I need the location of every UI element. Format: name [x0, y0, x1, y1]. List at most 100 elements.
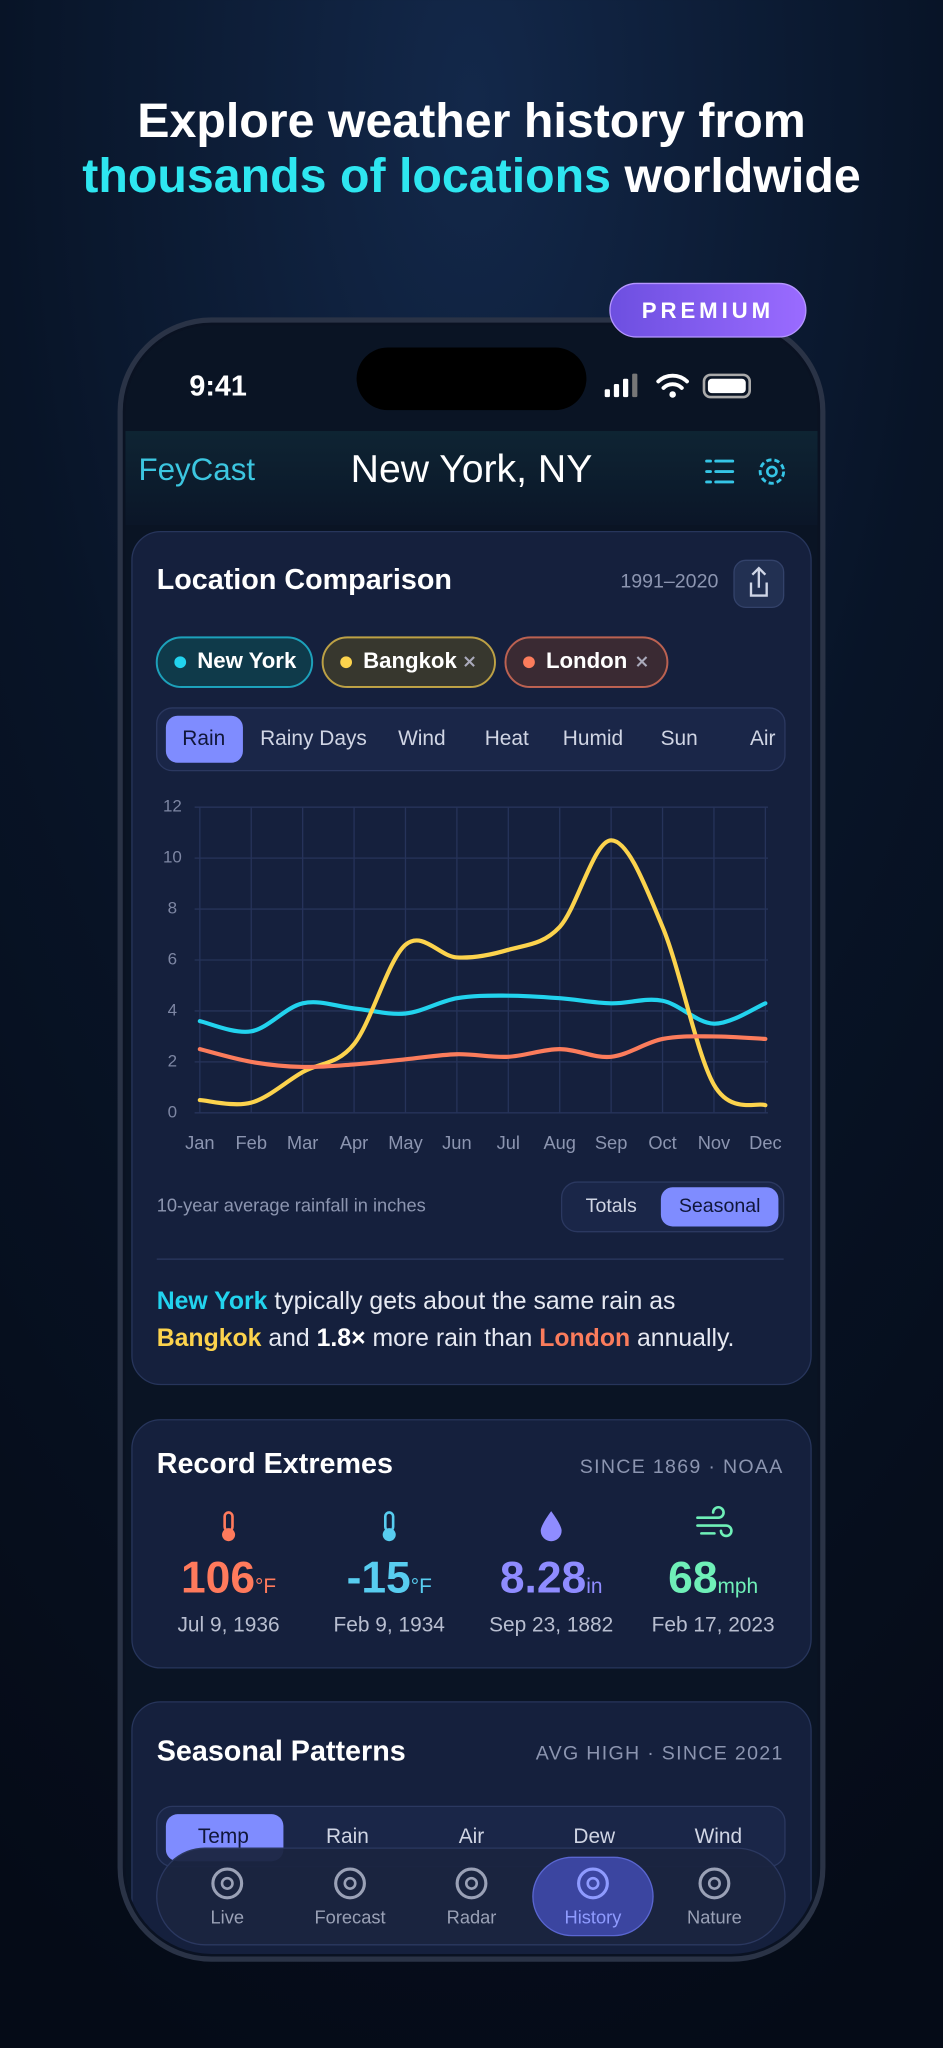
metric-tab[interactable]: Rainy Days: [260, 727, 367, 750]
toggle-option[interactable]: Seasonal: [679, 1195, 761, 1217]
nav-icon: [707, 1876, 721, 1890]
nav-icon: [211, 1867, 244, 1900]
nav-label[interactable]: History: [565, 1907, 623, 1928]
location-chip[interactable]: [321, 636, 496, 689]
nav-label[interactable]: Nature: [687, 1907, 742, 1928]
summary-text: annually.: [630, 1324, 734, 1351]
seasonal-tab[interactable]: Temp: [198, 1825, 249, 1848]
summary-text: more rain than: [366, 1324, 540, 1351]
value: 68: [668, 1553, 717, 1602]
extreme-date: Feb 17, 2023: [652, 1614, 775, 1637]
remove-chip[interactable]: [464, 656, 475, 667]
series-line: [197, 1034, 768, 1070]
value: -15: [347, 1553, 411, 1602]
premium-label: PREMIUM: [642, 298, 774, 323]
x-tick-label: Aug: [543, 1132, 576, 1153]
unit: in: [586, 1574, 602, 1597]
seasonal-tab[interactable]: Dew: [573, 1825, 616, 1848]
card-source: SINCE 1869 · NOAA: [580, 1456, 784, 1478]
summary-text: and: [261, 1324, 316, 1351]
active-toggle: [660, 1187, 779, 1227]
summary-place: London: [539, 1324, 630, 1351]
seasonal-tab[interactable]: Air: [459, 1825, 485, 1848]
metric-tabs: [156, 707, 786, 772]
metric-tab[interactable]: Rain: [182, 727, 225, 750]
battery: [707, 378, 746, 394]
headline-highlight: thousands of locations: [82, 149, 611, 203]
chart-caption: 10-year average rainfall in inches: [157, 1195, 426, 1216]
card-source: AVG HIGH · SINCE 2021: [536, 1742, 784, 1764]
active-tab: [165, 715, 243, 763]
thermometer-hot: [222, 1528, 236, 1542]
extreme-icons: [222, 1505, 733, 1542]
summary-place: New York: [157, 1288, 268, 1315]
nav-icon: [455, 1867, 488, 1900]
status-icons: [604, 373, 752, 399]
screen: 9:41 FeyCast New York, NY Location Compa…: [125, 325, 818, 1954]
legend: New York Bangkok London: [155, 636, 669, 689]
dynamic-island: [356, 347, 587, 411]
nav-label[interactable]: Forecast: [315, 1907, 386, 1928]
nav-label[interactable]: Radar: [447, 1907, 497, 1928]
toggle-option[interactable]: Totals: [586, 1195, 637, 1217]
battery: [702, 373, 752, 399]
settings-button: [766, 465, 778, 478]
signal: [604, 389, 610, 398]
x-tick-label: Dec: [749, 1132, 781, 1153]
y-tick-label: 8: [168, 899, 177, 918]
extremes-card: [131, 1419, 812, 1669]
thermometer-cold: [382, 1528, 396, 1542]
location-title: New York, NY: [351, 448, 593, 491]
extreme-value: 106°F: [181, 1553, 276, 1602]
location-chip[interactable]: [155, 636, 314, 689]
extreme-value: -15°F: [347, 1553, 432, 1602]
premium-badge: [609, 282, 807, 338]
x-tick-label: Jul: [497, 1132, 520, 1153]
extreme-value: 8.28in: [500, 1553, 603, 1602]
nav-icon: [334, 1867, 366, 1900]
status-time: 9:41: [189, 371, 247, 403]
metric-tab[interactable]: Sun: [661, 727, 698, 750]
list-button[interactable]: [705, 459, 735, 484]
extreme-date: Sep 23, 1882: [489, 1614, 613, 1637]
chart: 0 2 4 6 8 10 12 Jan Feb Mar Apr May Jun Jul Aug Sep Oct N…: [163, 797, 782, 1153]
summary-text: typically gets about the same rain as: [267, 1288, 675, 1315]
summary: New York typically gets about the same r…: [157, 1288, 676, 1315]
metric-tab[interactable]: Air: [750, 727, 776, 750]
x-tick-label: Mar: [287, 1132, 318, 1153]
extreme-date: Jul 9, 1936: [177, 1614, 279, 1637]
drop: [540, 1511, 562, 1542]
metric-tab[interactable]: Humid: [563, 727, 623, 750]
legend-label: Bangkok: [363, 648, 457, 673]
extreme-date: Feb 9, 1934: [334, 1614, 445, 1637]
remove-chip[interactable]: [636, 656, 648, 667]
extreme-value: 68mph: [668, 1553, 758, 1602]
headline: thousands of locations worldwide: [82, 149, 860, 203]
seasonal-tab-labels: Temp Rain Air Dew Wind: [198, 1825, 742, 1848]
y-tick-label: 0: [168, 1102, 177, 1121]
nav-icon: [698, 1867, 731, 1900]
card-title: Record Extremes: [157, 1448, 393, 1480]
brand: FeyCast: [138, 452, 255, 487]
headline-rest: worldwide: [611, 149, 861, 203]
location-chip[interactable]: [504, 636, 669, 689]
y-tick-label: 2: [168, 1051, 177, 1070]
nav-icon: [343, 1876, 357, 1890]
nav-icon: [586, 1876, 600, 1890]
metric-tab[interactable]: Heat: [485, 727, 529, 750]
seasonal-tab[interactable]: Wind: [695, 1825, 743, 1848]
y-tick-label: 10: [163, 848, 182, 867]
seasonal-tab[interactable]: Rain: [326, 1825, 369, 1848]
legend-label: London: [546, 648, 627, 673]
metric-tab[interactable]: Wind: [398, 727, 446, 750]
x-tick-label: Jun: [442, 1132, 471, 1153]
x-tick-label: Sep: [595, 1132, 628, 1153]
nav-label[interactable]: Live: [211, 1907, 245, 1928]
nav: Live Forecast Radar History Nature: [211, 1867, 742, 1928]
settings-button[interactable]: [758, 458, 786, 485]
unit: mph: [718, 1574, 759, 1597]
chip-dot: [340, 656, 352, 669]
nav-icon: [577, 1867, 609, 1900]
